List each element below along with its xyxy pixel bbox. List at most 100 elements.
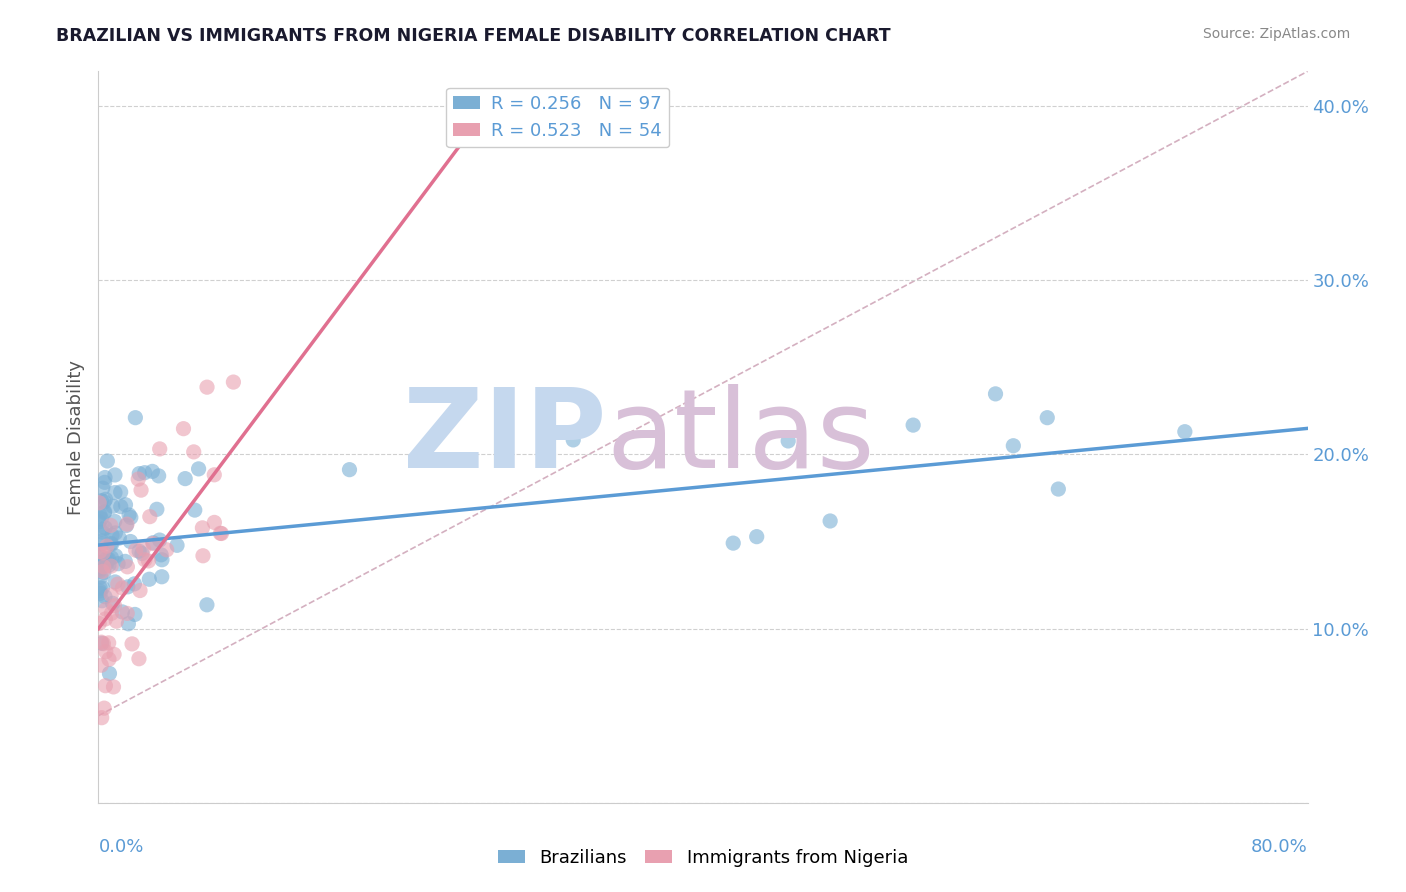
Point [94,470,117,484]
Point [100,537,122,551]
Point [128,467,150,481]
Point [94,612,117,626]
Point [150,553,173,567]
Point [127,472,149,486]
Point [90,511,112,525]
Point [89,564,111,578]
Point [562,433,585,447]
Point [901,418,924,433]
Point [115,518,138,533]
Point [89,586,111,600]
Point [124,410,146,425]
Point [187,462,209,476]
Point [97,552,120,566]
Point [94,679,117,693]
Point [148,533,170,547]
Point [90,493,112,508]
Point [104,549,127,563]
Point [745,530,768,544]
Point [195,598,218,612]
Text: BRAZILIAN VS IMMIGRANTS FROM NIGERIA FEMALE DISABILITY CORRELATION CHART: BRAZILIAN VS IMMIGRANTS FROM NIGERIA FEM… [56,27,891,45]
Point [202,467,225,482]
Point [104,599,127,613]
Legend: Brazilians, Immigrants from Nigeria: Brazilians, Immigrants from Nigeria [491,842,915,874]
Text: atlas: atlas [606,384,875,491]
Point [90,537,112,551]
Point [90,570,112,584]
Point [96,557,118,571]
Point [105,614,128,628]
Point [818,514,841,528]
Point [721,536,744,550]
Point [98,666,121,681]
Point [100,588,122,602]
Text: Source: ZipAtlas.com: Source: ZipAtlas.com [1202,27,1350,41]
Point [110,500,132,514]
Point [132,541,155,556]
Point [100,607,122,621]
Text: ZIP: ZIP [404,384,606,491]
Point [1002,439,1025,453]
Point [141,464,163,478]
Point [129,483,152,497]
Point [100,518,122,533]
Point [108,531,131,545]
Point [89,555,111,569]
Point [209,526,232,541]
Point [339,463,361,477]
Point [146,502,169,516]
Point [89,562,111,576]
Point [97,636,120,650]
Point [93,637,115,651]
Point [103,648,125,662]
Point [89,583,111,598]
Point [93,566,115,580]
Point [222,375,245,389]
Point [91,533,114,548]
Point [202,516,225,530]
Point [91,557,114,571]
Point [91,594,114,608]
Point [103,680,125,694]
Point [142,535,165,549]
Point [91,581,114,595]
Point [111,581,134,595]
Point [104,515,127,529]
Point [184,503,207,517]
Point [129,583,152,598]
Point [94,492,117,507]
Point [97,558,120,573]
Point [91,565,114,579]
Point [174,472,197,486]
Point [191,549,214,563]
Point [156,542,179,557]
Point [115,517,138,532]
Point [120,534,142,549]
Point [111,605,134,619]
Point [89,546,111,560]
Point [118,508,141,522]
Point [94,521,117,535]
Point [96,555,118,569]
Point [101,500,124,514]
Point [114,498,136,512]
Point [98,652,121,666]
Point [94,645,117,659]
Point [104,467,127,482]
Point [94,590,117,604]
Point [128,651,150,665]
Point [104,525,127,540]
Point [211,526,233,541]
Point [138,554,160,568]
Point [148,468,170,483]
Point [150,548,173,562]
Point [96,551,118,566]
Point [124,543,146,558]
Point [1174,425,1197,439]
Point [128,544,150,558]
Point [134,553,156,567]
Point [195,380,218,394]
Point [120,510,142,524]
Point [93,475,115,490]
Point [91,481,114,495]
